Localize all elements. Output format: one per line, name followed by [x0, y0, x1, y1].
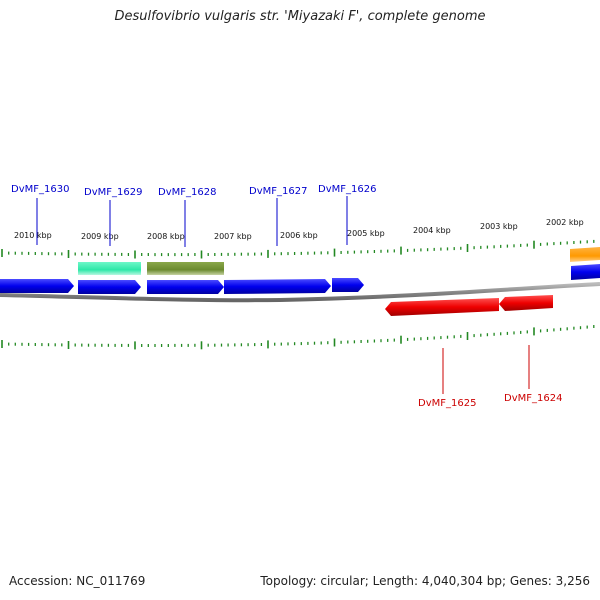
olive-feature [147, 262, 224, 275]
kbp-label: 2005 kbp [347, 229, 385, 238]
gene-arrow-dvmf-1629 [78, 280, 141, 294]
gene-label: DvMF_1624 [504, 393, 562, 404]
forward-tick-track [1, 239, 595, 259]
kbp-label: 2006 kbp [280, 231, 318, 240]
reverse-tick-track [1, 325, 595, 350]
gene-arrow-dvmf-1630 [0, 279, 74, 293]
gene-label: DvMF_1630 [11, 184, 69, 195]
forward-gene-labels: DvMF_1630 DvMF_1629 DvMF_1628 DvMF_1627 … [11, 184, 376, 247]
gene-arrow-dvmf-1628 [147, 280, 224, 294]
gene-label: DvMF_1627 [249, 186, 307, 197]
kbp-label: 2004 kbp [413, 226, 451, 235]
kbp-scale: 2010 kbp 2009 kbp 2008 kbp 2007 kbp 2006… [14, 218, 584, 241]
forward-genes [0, 264, 600, 294]
gene-arrow-dvmf-1625 [385, 298, 499, 316]
gene-label: DvMF_1629 [84, 187, 142, 198]
upper-features [78, 247, 600, 275]
kbp-label: 2008 kbp [147, 232, 185, 241]
teal-feature [78, 262, 141, 275]
genome-backbone [0, 282, 600, 303]
gene-arrow-right-edge [571, 264, 600, 280]
reverse-gene-labels: DvMF_1625 DvMF_1624 [418, 345, 562, 409]
kbp-label: 2007 kbp [214, 232, 252, 241]
orange-feature [570, 247, 600, 262]
map-title: Desulfovibrio vulgaris str. 'Miyazaki F'… [114, 9, 486, 24]
gene-label: DvMF_1626 [318, 184, 376, 195]
reverse-genes [385, 295, 553, 316]
kbp-label: 2003 kbp [480, 222, 518, 231]
gene-arrow-dvmf-1627 [224, 279, 331, 294]
kbp-label: 2002 kbp [546, 218, 584, 227]
gene-arrow-dvmf-1624 [499, 295, 553, 311]
kbp-label: 2009 kbp [81, 232, 119, 241]
summary-text: Topology: circular; Length: 4,040,304 bp… [260, 574, 590, 588]
gene-arrow-dvmf-1626 [332, 278, 364, 292]
accession-text: Accession: NC_011769 [9, 574, 146, 588]
gene-label: DvMF_1628 [158, 187, 216, 198]
gene-label: DvMF_1625 [418, 398, 476, 409]
kbp-label: 2010 kbp [14, 231, 52, 240]
